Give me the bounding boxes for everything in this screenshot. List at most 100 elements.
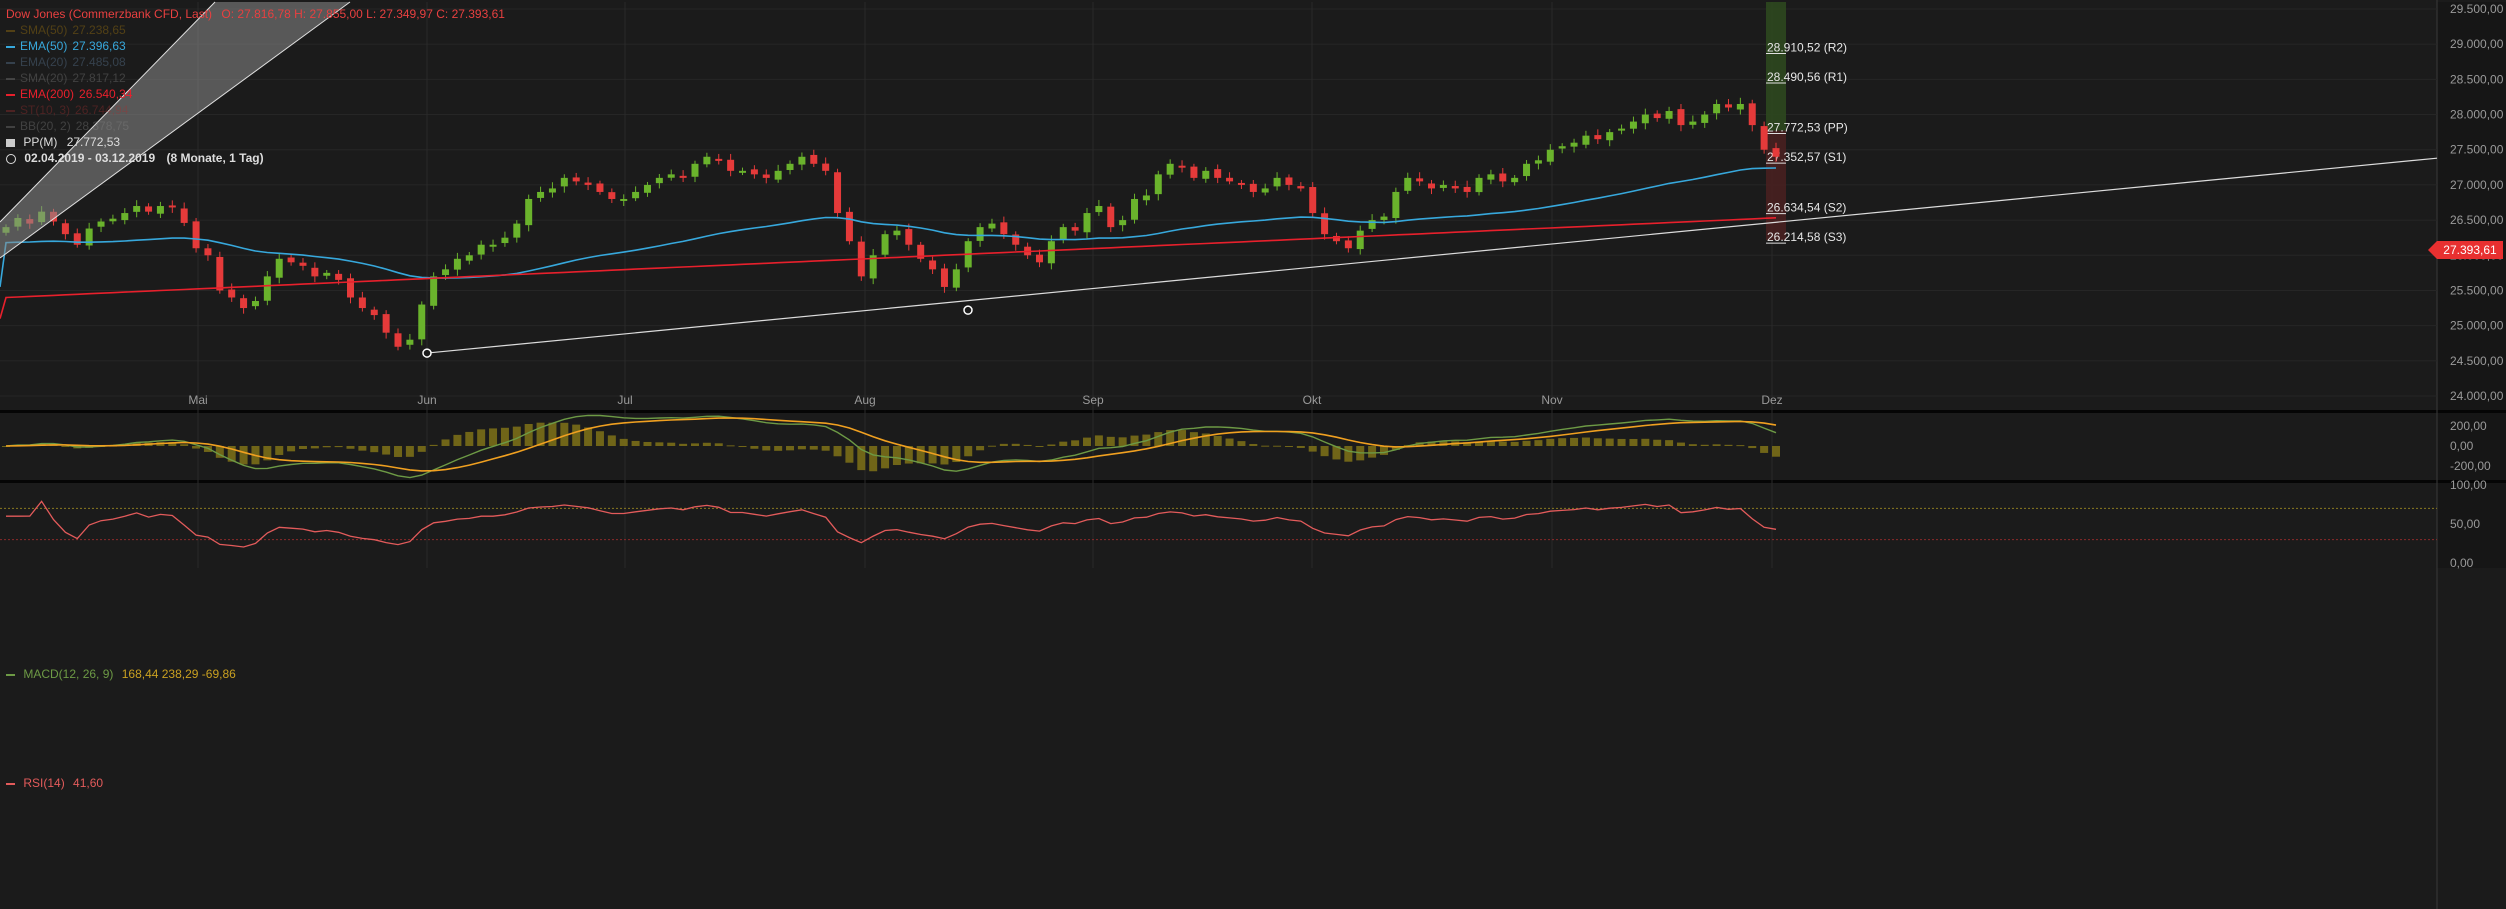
macd-histogram-bar bbox=[809, 446, 818, 450]
candle bbox=[1629, 121, 1637, 129]
candle bbox=[560, 177, 568, 187]
candle bbox=[739, 170, 747, 173]
candle bbox=[727, 159, 735, 171]
macd-histogram-bar bbox=[892, 446, 901, 466]
instrument-title[interactable]: Dow Jones (Commerzbank CFD, Last) bbox=[6, 7, 213, 21]
candle bbox=[1321, 213, 1329, 235]
pivot-value: 27.772,53 bbox=[66, 135, 121, 149]
indicator-label: SMA(50) bbox=[20, 23, 68, 37]
candle bbox=[1748, 103, 1756, 126]
candle bbox=[881, 234, 889, 255]
macd-histogram-bar bbox=[952, 446, 961, 463]
trend-anchor bbox=[963, 305, 973, 315]
macd-histogram-bar bbox=[180, 444, 189, 446]
pivot-label: PP(M) bbox=[23, 135, 58, 149]
candle bbox=[1356, 230, 1364, 250]
macd-histogram-bar bbox=[1748, 446, 1757, 449]
macd-histogram-bar bbox=[607, 435, 616, 446]
date-range: 02.04.2019 - 03.12.2019 bbox=[24, 151, 156, 165]
macd-histogram-bar bbox=[1593, 438, 1602, 446]
legend-indicator-row[interactable]: EMA(200) 26.540,34 bbox=[6, 86, 505, 102]
macd-histogram-bar bbox=[1439, 441, 1448, 446]
macd-histogram-bar bbox=[1344, 446, 1353, 462]
legend-range-row[interactable]: 02.04.2019 - 03.12.2019 (8 Monate, 1 Tag… bbox=[6, 150, 505, 166]
candle bbox=[1713, 103, 1721, 114]
macd-histogram-bar bbox=[1023, 444, 1032, 446]
macd-histogram-bar bbox=[845, 446, 854, 463]
macd-histogram-bar bbox=[750, 446, 759, 449]
candle bbox=[240, 298, 248, 309]
y-tick-label: 28.000,00 bbox=[2450, 108, 2504, 122]
candle bbox=[572, 177, 580, 182]
candle bbox=[620, 198, 628, 201]
macd-histogram-bar bbox=[1261, 445, 1270, 447]
macd-legend[interactable]: MACD(12, 26, 9) 168,44 238,29 -69,86 bbox=[6, 667, 236, 681]
candle bbox=[1701, 114, 1709, 123]
x-tick-label: Dez bbox=[1761, 393, 1782, 407]
legend-indicator-row[interactable]: BB(20, 2) 28.378,75 bbox=[6, 118, 505, 134]
y-tick-label: 26.500,00 bbox=[2450, 213, 2504, 227]
price-axis-background bbox=[2437, 413, 2506, 480]
candle bbox=[525, 198, 533, 226]
candle bbox=[216, 256, 224, 291]
candle bbox=[418, 304, 426, 340]
macd-histogram-bar bbox=[1641, 438, 1650, 446]
macd-histogram-bar bbox=[1486, 440, 1495, 446]
legend-indicator-row[interactable]: SMA(50) 27.238,65 bbox=[6, 22, 505, 38]
x-tick-label: Okt bbox=[1303, 393, 1322, 407]
channel-edge bbox=[0, 1, 351, 259]
macd-histogram-bar bbox=[702, 442, 711, 446]
pivot-label: 26.634,54 (S2) bbox=[1767, 201, 1846, 215]
macd-histogram-bar bbox=[1605, 438, 1614, 446]
candle bbox=[1344, 240, 1352, 249]
legend-indicator-row[interactable]: EMA(50) 27.396,63 bbox=[6, 38, 505, 54]
macd-histogram-bar bbox=[631, 440, 640, 446]
macd-histogram-bar bbox=[714, 443, 723, 446]
rsi-title: RSI(14) bbox=[23, 776, 65, 790]
candle bbox=[61, 223, 69, 235]
macd-histogram-bar bbox=[536, 422, 545, 446]
macd-histogram-bar bbox=[227, 446, 236, 462]
legend-indicator-row[interactable]: EMA(20) 27.485,08 bbox=[6, 54, 505, 70]
indicator-list: SMA(50) 27.238,65 EMA(50) 27.396,63 EMA(20) 2… bbox=[6, 22, 505, 134]
rsi-y-tick: 0,00 bbox=[2450, 556, 2474, 570]
macd-histogram-bar bbox=[786, 446, 795, 451]
indicator-value: 27.485,08 bbox=[72, 55, 126, 69]
rsi-legend[interactable]: RSI(14) 41,60 bbox=[6, 776, 103, 790]
channel-edge bbox=[0, 1, 216, 223]
candle bbox=[1736, 103, 1744, 110]
candle bbox=[97, 221, 105, 227]
macd-histogram-bar bbox=[1273, 445, 1282, 447]
macd-histogram-bar bbox=[1201, 433, 1210, 446]
candle bbox=[1154, 174, 1162, 195]
candle bbox=[1606, 132, 1614, 141]
macd-histogram-bar bbox=[1736, 445, 1745, 447]
macd-histogram-bar bbox=[1463, 442, 1472, 446]
macd-histogram-bar bbox=[833, 446, 842, 457]
pane-divider bbox=[0, 480, 2506, 483]
macd-histogram-bar bbox=[857, 446, 866, 471]
candle bbox=[584, 182, 592, 185]
pivot-icon bbox=[6, 138, 15, 147]
macd-histogram-bar bbox=[334, 446, 343, 448]
macd-histogram-bar bbox=[548, 422, 557, 446]
candle bbox=[834, 172, 842, 214]
legend-indicator-row[interactable]: ST(10, 3) 26.744,94 bbox=[6, 102, 505, 118]
macd-histogram-bar bbox=[322, 446, 331, 448]
macd-histogram-bar bbox=[287, 446, 296, 452]
legend-pivot-row[interactable]: PP(M) 27.772,53 bbox=[6, 134, 505, 150]
candle bbox=[1404, 177, 1412, 191]
candle bbox=[85, 228, 93, 246]
macd-histogram-bar bbox=[275, 446, 284, 455]
legend-indicator-row[interactable]: SMA(20) 27.817,12 bbox=[6, 70, 505, 86]
candle bbox=[1071, 227, 1079, 231]
macd-y-tick: 200,00 bbox=[2450, 419, 2487, 433]
candle bbox=[1368, 220, 1376, 229]
candle bbox=[1487, 174, 1495, 180]
candle bbox=[1618, 128, 1626, 131]
candle bbox=[1546, 149, 1554, 162]
macd-histogram-bar bbox=[346, 446, 355, 449]
macd-histogram-bar bbox=[405, 446, 414, 457]
candle bbox=[275, 258, 283, 278]
